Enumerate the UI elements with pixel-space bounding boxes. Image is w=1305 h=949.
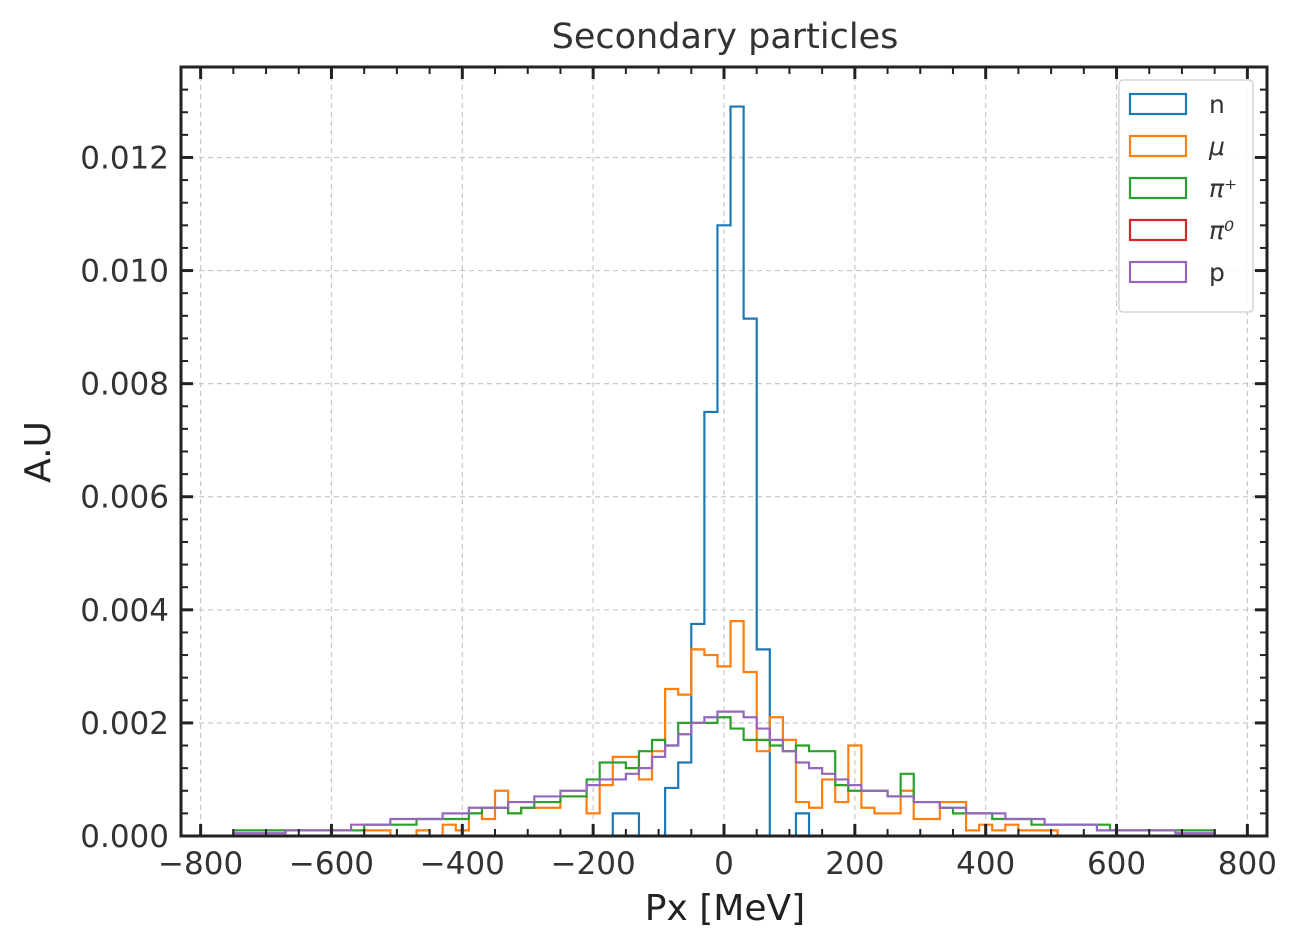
plot-frame bbox=[179, 65, 1269, 838]
legend-label-3: π⁰ bbox=[1209, 216, 1234, 245]
legend-swatch-4 bbox=[1128, 260, 1188, 284]
y-axis-label: A.U bbox=[18, 421, 59, 483]
legend-label-1: μ bbox=[1208, 132, 1225, 161]
x-tick-label-7: 600 bbox=[1087, 846, 1146, 882]
chart-title: Secondary particles bbox=[552, 17, 899, 57]
legend: nμ π⁺ π⁰ p bbox=[1118, 79, 1254, 313]
axis-ticks: −800 −600 −400 −200 0 200 400 600 800 0.000 0.002 0… bbox=[80, 66, 1277, 882]
x-tick-label-4: 0 bbox=[714, 846, 734, 882]
legend-swatch-0 bbox=[1128, 92, 1188, 116]
x-tick-label-2: −400 bbox=[420, 846, 505, 882]
grid bbox=[181, 67, 1267, 836]
x-tick-label-3: −200 bbox=[551, 846, 636, 882]
x-tick-label-6: 400 bbox=[956, 846, 1015, 882]
series-4-histogram bbox=[232, 710, 1216, 836]
y-tick-label-0: 0.000 bbox=[80, 819, 169, 855]
legend-label-0: n bbox=[1209, 90, 1225, 119]
legend-swatch-1 bbox=[1128, 134, 1188, 158]
legend-swatch-3 bbox=[1128, 218, 1188, 242]
legend-label-2: π⁺ bbox=[1209, 174, 1237, 203]
y-tick-label-2: 0.004 bbox=[80, 593, 169, 629]
x-axis-label: Px [MeV] bbox=[645, 888, 805, 929]
y-tick-label-4: 0.008 bbox=[80, 367, 169, 403]
x-tick-label-8: 800 bbox=[1218, 846, 1277, 882]
y-tick-label-1: 0.002 bbox=[80, 706, 169, 742]
y-tick-label-6: 0.012 bbox=[80, 140, 169, 176]
y-tick-label-3: 0.006 bbox=[80, 480, 169, 516]
x-tick-label-5: 200 bbox=[825, 846, 884, 882]
x-tick-label-1: −600 bbox=[289, 846, 374, 882]
x-tick-label-0: −800 bbox=[158, 846, 243, 882]
legend-label-4: p bbox=[1209, 258, 1225, 287]
legend-swatch-2 bbox=[1128, 176, 1188, 200]
y-tick-label-5: 0.010 bbox=[80, 254, 169, 290]
